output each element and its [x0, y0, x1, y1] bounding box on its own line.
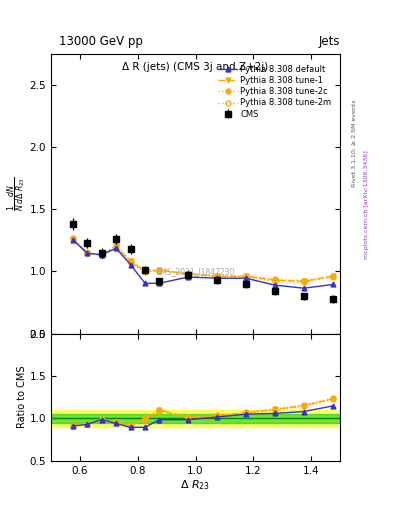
- Text: 13000 GeV pp: 13000 GeV pp: [59, 35, 143, 48]
- Pythia 8.308 tune-2m: [273, 279, 277, 285]
- Pythia 8.308 tune-1: [301, 279, 306, 285]
- Text: Δ R (jets) (CMS 3j and Z+2j): Δ R (jets) (CMS 3j and Z+2j): [122, 62, 269, 72]
- Pythia 8.308 tune-1: [186, 271, 191, 277]
- Line: Pythia 8.308 tune-2c: Pythia 8.308 tune-2c: [70, 236, 335, 283]
- Pythia 8.308 default: [128, 262, 133, 268]
- Pythia 8.308 tune-2c: [215, 273, 220, 279]
- Pythia 8.308 tune-2c: [244, 273, 248, 279]
- Pythia 8.308 default: [114, 245, 118, 251]
- Line: Pythia 8.308 tune-1: Pythia 8.308 tune-1: [70, 237, 335, 284]
- Pythia 8.308 default: [215, 275, 220, 281]
- Pythia 8.308 tune-2c: [186, 270, 191, 276]
- Pythia 8.308 tune-1: [157, 267, 162, 273]
- Pythia 8.308 tune-2m: [157, 268, 162, 274]
- Pythia 8.308 tune-1: [85, 250, 90, 256]
- Pythia 8.308 default: [157, 280, 162, 286]
- Y-axis label: Ratio to CMS: Ratio to CMS: [17, 366, 27, 429]
- Pythia 8.308 tune-2m: [85, 250, 90, 256]
- Pythia 8.308 tune-2m: [186, 271, 191, 278]
- Pythia 8.308 tune-2c: [143, 267, 147, 273]
- Pythia 8.308 tune-1: [128, 259, 133, 265]
- Pythia 8.308 tune-2m: [114, 244, 118, 250]
- Pythia 8.308 tune-1: [70, 236, 75, 242]
- Pythia 8.308 default: [186, 274, 191, 280]
- Pythia 8.308 tune-2m: [215, 274, 220, 280]
- Pythia 8.308 tune-1: [273, 277, 277, 283]
- Pythia 8.308 tune-1: [143, 268, 147, 274]
- Pythia 8.308 default: [85, 250, 90, 257]
- Pythia 8.308 tune-2c: [114, 242, 118, 248]
- Pythia 8.308 default: [70, 237, 75, 243]
- Pythia 8.308 tune-1: [99, 252, 104, 259]
- Text: Jets: Jets: [318, 35, 340, 48]
- Pythia 8.308 tune-1: [215, 273, 220, 280]
- Pythia 8.308 tune-1: [331, 273, 335, 280]
- Pythia 8.308 default: [143, 280, 147, 286]
- Line: Pythia 8.308 default: Pythia 8.308 default: [70, 237, 335, 291]
- Pythia 8.308 tune-2m: [143, 269, 147, 275]
- Pythia 8.308 tune-2c: [157, 266, 162, 272]
- Pythia 8.308 tune-2m: [244, 274, 248, 280]
- Bar: [51, 414, 340, 422]
- Legend: Pythia 8.308 default, Pythia 8.308 tune-1, Pythia 8.308 tune-2c, Pythia 8.308 tu: Pythia 8.308 default, Pythia 8.308 tune-…: [217, 63, 333, 120]
- Pythia 8.308 tune-2c: [85, 249, 90, 255]
- Pythia 8.308 tune-2m: [331, 274, 335, 280]
- Pythia 8.308 tune-2c: [99, 252, 104, 259]
- Text: mcplots.cern.ch [arXiv:1306.3436]: mcplots.cern.ch [arXiv:1306.3436]: [364, 151, 369, 259]
- Pythia 8.308 default: [273, 282, 277, 288]
- Pythia 8.308 default: [331, 282, 335, 288]
- Text: CMS_2021_I1847230: CMS_2021_I1847230: [156, 268, 235, 276]
- Pythia 8.308 tune-2m: [301, 279, 306, 285]
- Y-axis label: $\frac{1}{N}\frac{dN}{d\Delta\ R_{23}}$: $\frac{1}{N}\frac{dN}{d\Delta\ R_{23}}$: [6, 177, 28, 211]
- Pythia 8.308 tune-1: [114, 244, 118, 250]
- Pythia 8.308 default: [301, 285, 306, 291]
- Pythia 8.308 tune-2c: [301, 278, 306, 284]
- Pythia 8.308 default: [99, 251, 104, 258]
- Pythia 8.308 tune-2m: [70, 236, 75, 242]
- Pythia 8.308 tune-2m: [128, 260, 133, 266]
- Pythia 8.308 default: [244, 275, 248, 281]
- Pythia 8.308 tune-2c: [273, 276, 277, 283]
- Pythia 8.308 tune-2c: [128, 258, 133, 264]
- Pythia 8.308 tune-2c: [331, 273, 335, 279]
- Text: Rivet 3.1.10; ≥ 2.5M events: Rivet 3.1.10; ≥ 2.5M events: [352, 99, 357, 187]
- X-axis label: $\Delta\ R_{23}$: $\Delta\ R_{23}$: [180, 478, 211, 492]
- Pythia 8.308 tune-1: [244, 273, 248, 280]
- Pythia 8.308 tune-2m: [99, 252, 104, 259]
- Line: Pythia 8.308 tune-2m: Pythia 8.308 tune-2m: [70, 237, 335, 284]
- Bar: [51, 410, 340, 427]
- Pythia 8.308 tune-2c: [70, 235, 75, 241]
